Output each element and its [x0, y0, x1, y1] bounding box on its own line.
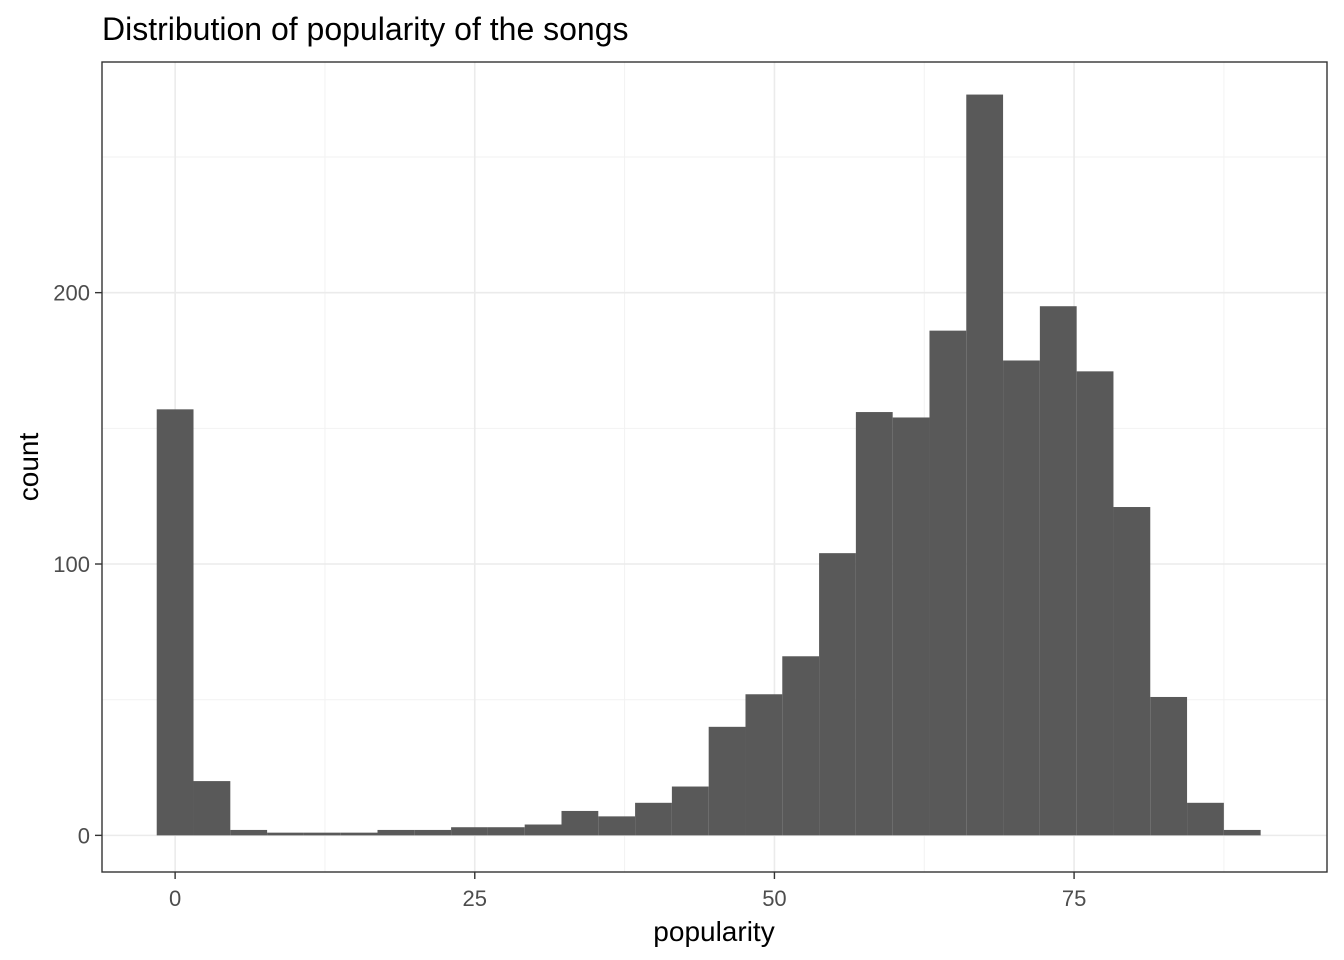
histogram-bar — [1223, 829, 1261, 836]
histogram-bar — [451, 827, 488, 836]
chart-title: Distribution of popularity of the songs — [102, 11, 629, 47]
histogram-bar — [377, 829, 415, 836]
histogram-bar — [1076, 371, 1114, 836]
histogram-bar — [671, 786, 709, 836]
histogram-bar — [892, 417, 930, 836]
histogram-bar — [1003, 360, 1040, 836]
histogram-bar — [598, 816, 636, 836]
panel-border — [101, 61, 1328, 873]
histogram-bar — [966, 94, 1004, 836]
x-tick-label: 0 — [169, 886, 181, 911]
histogram-bar — [230, 829, 268, 836]
histogram-bar — [414, 829, 452, 836]
histogram-bar — [708, 726, 746, 836]
y-axis-title: count — [13, 433, 44, 502]
histogram-bar — [267, 832, 304, 836]
histogram-bar — [487, 827, 525, 836]
histogram-bar — [929, 330, 967, 836]
histogram-bar — [635, 802, 672, 836]
histogram-bar — [745, 694, 783, 836]
histogram-bar — [303, 832, 341, 836]
x-tick-label: 75 — [1062, 886, 1086, 911]
histogram-bar — [561, 810, 599, 836]
x-tick-label: 50 — [762, 886, 786, 911]
histogram-bar — [782, 656, 820, 836]
histogram-bars — [156, 94, 1261, 836]
histogram-bar — [1150, 696, 1188, 836]
histogram-bar — [156, 409, 194, 836]
y-tick-label: 200 — [53, 281, 90, 306]
y-axis: 0 100 200 — [53, 281, 102, 848]
histogram-bar — [819, 553, 856, 836]
histogram-bar — [193, 781, 231, 836]
x-tick-label: 25 — [463, 886, 487, 911]
y-tick-label: 0 — [78, 823, 90, 848]
x-axis: 0 25 50 75 — [169, 872, 1086, 911]
y-tick-label: 100 — [53, 552, 90, 577]
histogram-bar — [1113, 507, 1151, 836]
histogram-bar — [1187, 802, 1224, 836]
histogram-bar — [855, 412, 893, 836]
histogram-bar — [340, 832, 378, 836]
x-axis-title: popularity — [653, 916, 774, 947]
histogram-bar — [1039, 306, 1077, 836]
histogram-bar — [524, 824, 562, 836]
